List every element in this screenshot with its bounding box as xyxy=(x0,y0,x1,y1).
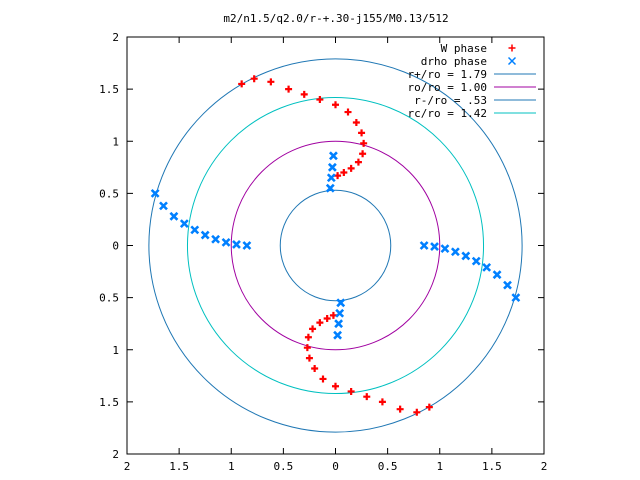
point-0-2 xyxy=(267,78,275,86)
point-0-16 xyxy=(425,403,433,411)
legend-label-2: r+/ro = 1.79 xyxy=(408,68,487,81)
point-1-20 xyxy=(325,183,335,193)
point-1-4 xyxy=(190,225,200,235)
circle-3 xyxy=(186,96,485,395)
series-1 xyxy=(150,151,521,340)
point-0-29 xyxy=(316,319,324,327)
series-0 xyxy=(238,75,433,416)
chart-title: m2/n1.5/q2.0/r-+.30-j155/M0.13/512 xyxy=(223,12,448,25)
y-tick-label-6: 1 xyxy=(112,344,119,357)
circle-2 xyxy=(279,189,392,302)
point-0-3 xyxy=(285,85,293,93)
x-tick-label-0: 2 xyxy=(124,460,131,473)
point-1-23 xyxy=(328,151,338,161)
series-group xyxy=(150,75,521,416)
x-tick-label-7: 1.5 xyxy=(482,460,502,473)
point-1-14 xyxy=(471,256,481,266)
point-0-30 xyxy=(323,314,331,322)
point-0-13 xyxy=(347,164,355,172)
point-1-26 xyxy=(334,319,344,329)
point-1-13 xyxy=(482,262,492,272)
circle-1 xyxy=(230,140,441,351)
point-0-19 xyxy=(378,398,386,406)
y-tick-label-5: 0.5 xyxy=(99,292,119,305)
point-1-6 xyxy=(211,234,221,244)
point-1-16 xyxy=(450,247,460,257)
point-0-4 xyxy=(300,90,308,98)
x-tick-label-2: 1 xyxy=(228,460,235,473)
point-0-20 xyxy=(363,393,371,401)
point-0-5 xyxy=(316,96,324,104)
legend-symbol-1 xyxy=(507,56,517,66)
tick-group: 2 1.5 1 0.5 0 0.5 1 1.5 221.510.500.511.52 xyxy=(99,31,547,473)
point-1-8 xyxy=(232,240,241,249)
point-1-10 xyxy=(511,293,521,303)
legend-label-1: drho phase xyxy=(421,55,487,68)
point-0-21 xyxy=(347,387,355,395)
x-tick-label-4: 0 xyxy=(332,460,339,473)
legend-label-5: rc/ro = 1.42 xyxy=(408,107,487,120)
point-1-11 xyxy=(503,280,512,290)
point-0-14 xyxy=(340,169,348,177)
legend-label-4: r-/ro = .53 xyxy=(414,94,487,107)
point-0-1 xyxy=(250,75,258,83)
y-tick-label-2: 1 xyxy=(112,135,119,148)
x-tick-label-5: 0.5 xyxy=(378,460,398,473)
point-0-0 xyxy=(238,80,246,88)
y-tick-label-1: 1.5 xyxy=(99,83,119,96)
point-1-2 xyxy=(169,211,179,221)
point-1-27 xyxy=(333,330,343,340)
y-tick-label-3: 0.5 xyxy=(99,187,119,200)
y-tick-label-7: 1.5 xyxy=(99,396,119,409)
point-1-25 xyxy=(335,308,345,318)
point-0-27 xyxy=(304,333,312,341)
legend-label-0: W phase xyxy=(441,42,487,55)
point-1-1 xyxy=(159,201,168,211)
point-0-28 xyxy=(309,325,317,333)
point-1-15 xyxy=(461,251,471,261)
y-tick-label-4: 0 xyxy=(112,240,119,253)
point-1-17 xyxy=(440,244,450,254)
x-tick-label-8: 2 xyxy=(541,460,548,473)
point-0-12 xyxy=(354,158,362,166)
point-0-22 xyxy=(332,382,339,390)
point-0-26 xyxy=(303,344,311,352)
point-0-23 xyxy=(319,375,327,383)
x-tick-label-1: 1.5 xyxy=(169,460,189,473)
point-1-24 xyxy=(336,298,346,308)
point-1-9 xyxy=(242,241,252,250)
point-1-21 xyxy=(326,173,336,183)
x-tick-label-3: 0.5 xyxy=(273,460,293,473)
point-0-8 xyxy=(352,118,360,126)
circle-group xyxy=(148,58,523,433)
point-0-25 xyxy=(305,354,313,362)
circle-0 xyxy=(148,58,523,433)
point-1-7 xyxy=(221,237,231,247)
point-0-9 xyxy=(358,129,366,137)
point-1-19 xyxy=(419,241,429,250)
point-0-17 xyxy=(413,408,421,416)
y-tick-label-0: 2 xyxy=(112,31,119,44)
point-1-12 xyxy=(492,270,502,280)
legend-symbol-0 xyxy=(508,44,516,52)
point-1-5 xyxy=(200,230,210,240)
y-tick-label-8: 2 xyxy=(112,448,119,461)
x-tick-label-6: 1 xyxy=(436,460,443,473)
point-1-0 xyxy=(150,188,160,198)
point-0-24 xyxy=(311,365,319,373)
point-0-10 xyxy=(360,139,368,147)
point-1-22 xyxy=(327,162,337,172)
point-1-3 xyxy=(179,219,189,229)
point-0-7 xyxy=(344,108,352,116)
legend-label-3: ro/ro = 1.00 xyxy=(408,81,487,94)
point-0-18 xyxy=(396,405,404,413)
point-0-11 xyxy=(359,150,367,158)
point-0-6 xyxy=(332,101,339,109)
point-1-18 xyxy=(430,242,439,251)
